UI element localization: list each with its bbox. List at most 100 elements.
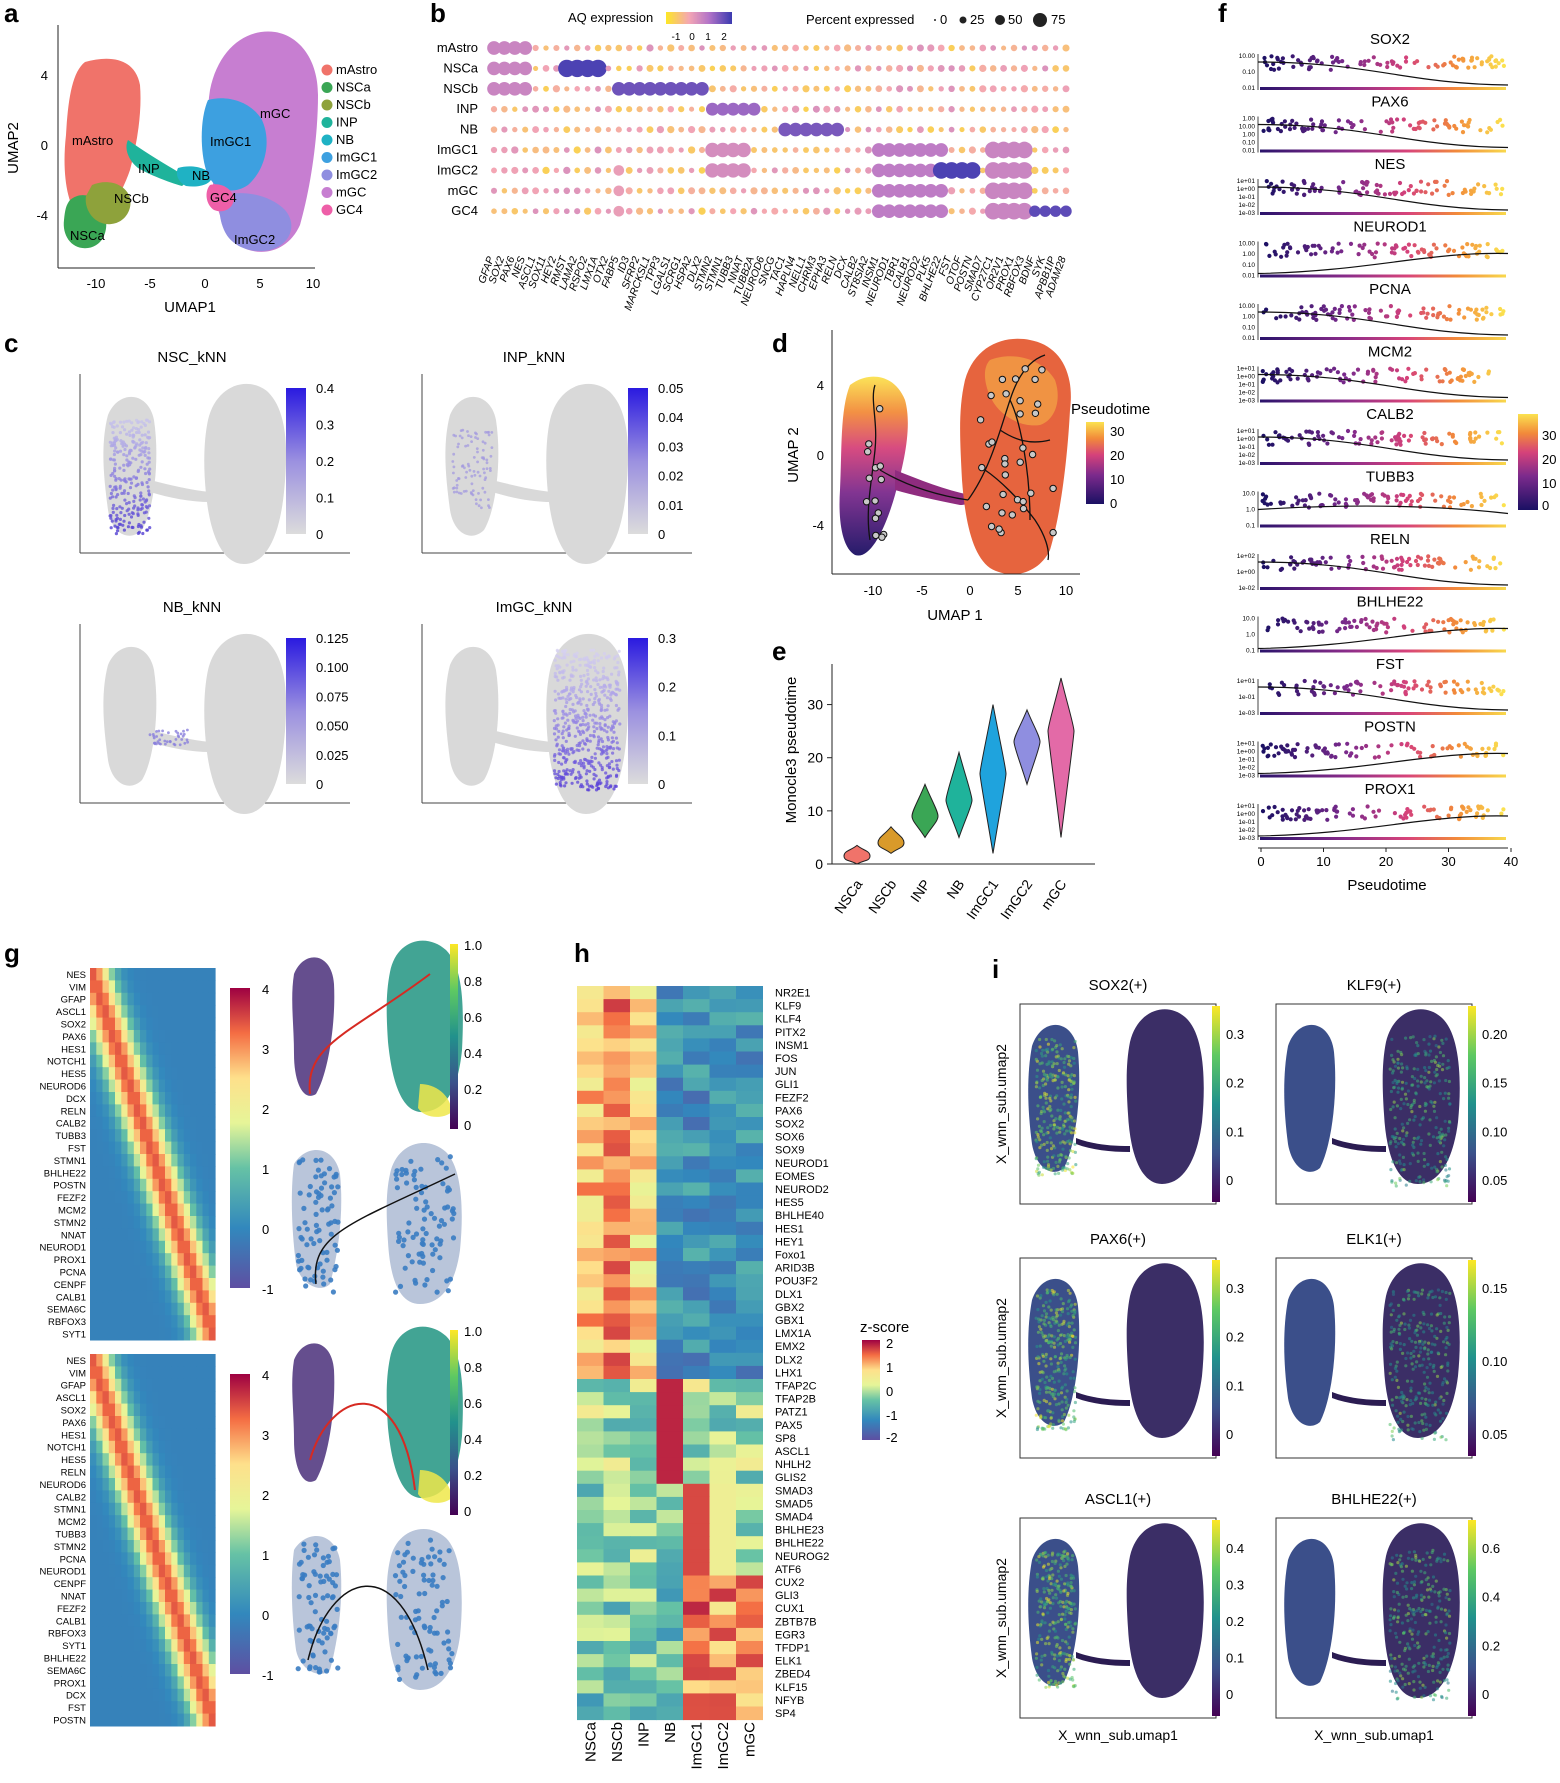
track-cell — [1464, 809, 1469, 815]
heat-cell — [183, 1428, 191, 1442]
knn-cell — [146, 485, 150, 489]
knn-cell — [144, 499, 148, 503]
knn-cell — [125, 509, 129, 513]
tf-heat-cell — [656, 1352, 684, 1367]
heat-cell — [108, 1651, 116, 1665]
tf-heat-cell — [656, 1339, 684, 1354]
tf-heat-cell — [603, 1143, 631, 1157]
heat-cell — [152, 1440, 160, 1454]
track-cell — [1433, 498, 1438, 503]
tf-heat-cell — [577, 1392, 604, 1406]
heat-cell — [158, 1079, 166, 1093]
dot-mark — [845, 127, 851, 133]
heat-cell — [208, 1378, 216, 1392]
heat-cell — [171, 1428, 179, 1442]
dot-mark — [979, 44, 987, 52]
knn-cell — [483, 490, 487, 494]
heat-cell — [133, 1602, 141, 1615]
knn-cell — [590, 760, 594, 764]
track-cell — [1482, 498, 1487, 503]
umap-g-cell — [322, 1180, 328, 1186]
heat-cell — [165, 980, 172, 994]
heat-cell — [146, 1178, 154, 1192]
heat-cell — [127, 1354, 135, 1367]
track-cell — [1425, 683, 1430, 688]
trajectory-node — [871, 497, 879, 505]
tf-heat-cell — [736, 1025, 763, 1039]
track-cell — [1375, 188, 1380, 193]
track-cell — [1376, 744, 1381, 749]
dot-mark — [871, 143, 886, 157]
dot-mark — [813, 167, 820, 174]
heat-cell — [102, 1440, 110, 1454]
knn-cell — [457, 442, 460, 446]
knn-colorbar-tick: 0 — [658, 527, 665, 542]
track-cell — [1412, 243, 1417, 248]
knn-cell — [579, 783, 584, 787]
heat-cell — [108, 1453, 116, 1467]
heat-cell — [133, 980, 141, 994]
panel-letter-i: i — [992, 954, 999, 984]
heat-cell — [115, 1116, 122, 1130]
track-cell — [1375, 61, 1380, 67]
knn-cell — [561, 729, 565, 733]
heat-cell — [158, 1067, 166, 1081]
knn-cell — [563, 760, 568, 764]
heat-cell — [133, 1302, 141, 1316]
dot-mark — [958, 65, 966, 72]
heat-cell — [158, 1664, 166, 1677]
heat-cell — [183, 1626, 191, 1640]
umap-g-cell — [403, 1167, 409, 1173]
dot-mark — [688, 187, 696, 195]
heat-cell — [202, 1265, 210, 1279]
legend-d-colorbar — [1086, 422, 1104, 504]
dot-mark — [778, 122, 793, 137]
track-cell — [1485, 808, 1490, 813]
dot-mark — [834, 106, 841, 113]
track-cell — [1355, 498, 1360, 503]
umap-g-colorbar-tick: 1.0 — [464, 938, 482, 953]
dot-mark — [969, 85, 976, 92]
knn-cell — [592, 648, 596, 652]
heat-cell — [208, 1042, 216, 1056]
knn-colorbar-tick: 0.04 — [658, 410, 683, 425]
knn-cell — [127, 521, 131, 525]
knn-cell — [605, 752, 609, 756]
heat-cell — [133, 1564, 141, 1578]
dot-mark — [979, 147, 986, 153]
knn-cell — [146, 470, 151, 474]
umap-g-cell — [423, 1230, 429, 1237]
knn-cell — [558, 665, 562, 669]
track-cell — [1419, 377, 1424, 382]
heat-cell — [90, 980, 97, 994]
heat-cell — [208, 1116, 216, 1130]
knn-cell — [569, 772, 573, 776]
heat-cell — [171, 1490, 179, 1504]
dot-mark — [923, 143, 938, 157]
dot-mark — [833, 167, 841, 174]
heat-cell — [102, 1664, 110, 1677]
track-cell — [1269, 54, 1274, 59]
heat-cell — [140, 1403, 147, 1417]
track-cell — [1260, 369, 1265, 374]
heat-cell — [121, 1166, 129, 1180]
track-cell — [1311, 626, 1316, 632]
tf-heat-cell — [736, 1483, 763, 1498]
dot-mark — [604, 105, 612, 113]
heat-cell — [115, 1416, 122, 1429]
track-cell — [1447, 495, 1452, 500]
cluster-label: mAstro — [72, 133, 113, 148]
track-cell — [1296, 498, 1301, 503]
dot-mark — [813, 187, 820, 195]
dot-mark — [1031, 125, 1039, 134]
tf-row-label: KLF4 — [775, 1014, 801, 1026]
legend-b-color-title: AQ expression — [568, 10, 653, 25]
heat-cell — [133, 1527, 141, 1541]
dot-mark — [903, 183, 917, 198]
heat-cell — [208, 1354, 216, 1367]
heat-cell — [177, 980, 185, 994]
heat-cell — [171, 1216, 179, 1229]
heat-cell — [121, 1577, 129, 1591]
dot-mark — [595, 106, 601, 113]
track-cell — [1422, 249, 1427, 255]
